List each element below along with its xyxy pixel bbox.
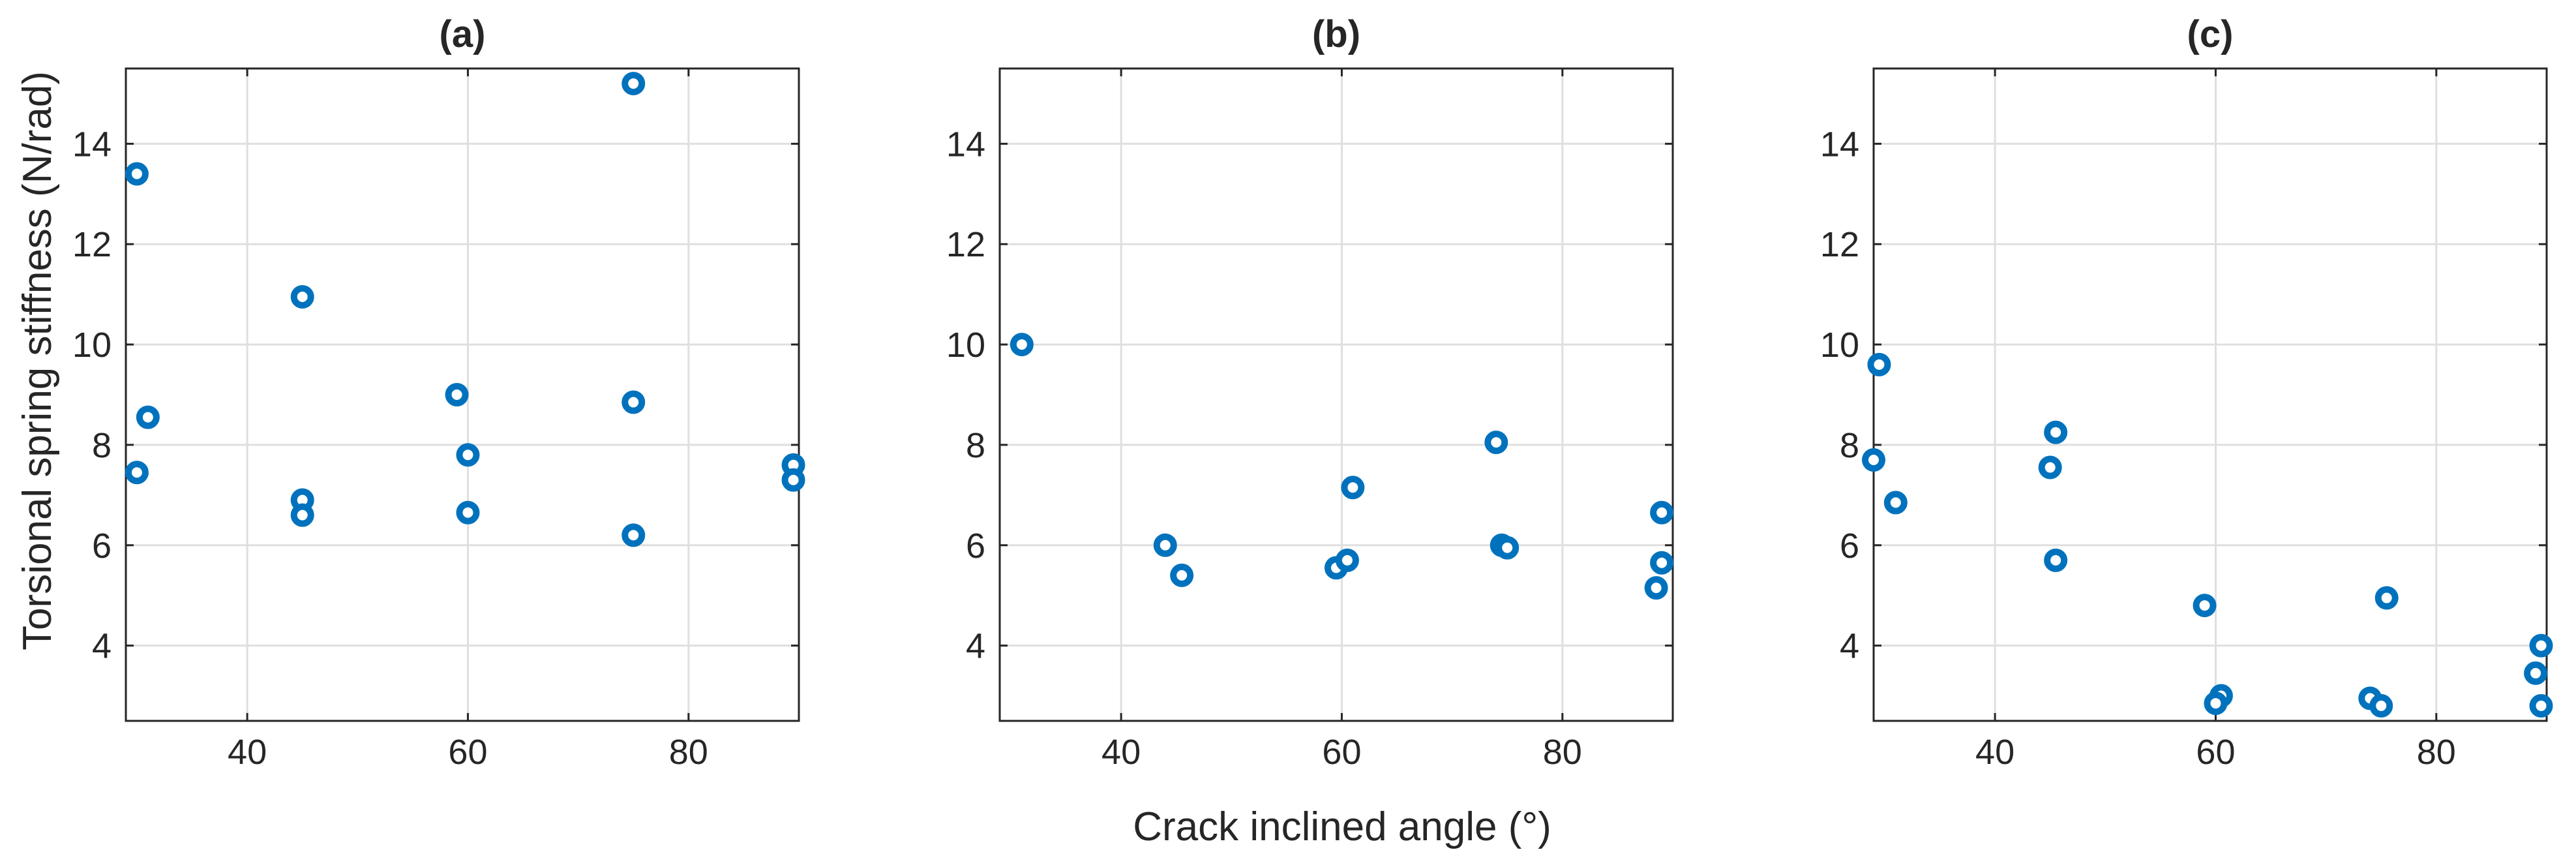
data-point bbox=[2044, 420, 2068, 444]
data-point bbox=[136, 405, 160, 429]
y-axis-label: Torsional spring stiffness (N/rad) bbox=[15, 71, 60, 650]
x-axis-label: Crack inclined angle (°) bbox=[1133, 804, 1551, 849]
data-point bbox=[445, 383, 469, 406]
data-point bbox=[456, 443, 480, 467]
data-point bbox=[2374, 586, 2399, 610]
data-point bbox=[1153, 533, 1177, 557]
data-point bbox=[2369, 693, 2393, 718]
y-tick-label: 12 bbox=[946, 225, 985, 264]
data-point bbox=[781, 468, 805, 492]
panel-3: 40 60 80 4 6 8 10 12 14 (c) bbox=[1820, 13, 2553, 772]
y-tick-label: 8 bbox=[966, 426, 985, 465]
x-tick-label: 60 bbox=[2196, 733, 2235, 772]
data-point bbox=[125, 162, 149, 186]
y-tick-label: 4 bbox=[966, 627, 985, 666]
data-point bbox=[1170, 563, 1194, 587]
panel-title: (c) bbox=[2187, 13, 2234, 55]
x-tick-label: 40 bbox=[228, 733, 267, 772]
data-point bbox=[2044, 548, 2068, 572]
y-tick-label: 6 bbox=[966, 526, 985, 566]
x-tick-label: 80 bbox=[669, 733, 708, 772]
y-tick-label: 4 bbox=[1840, 627, 1859, 666]
data-point bbox=[1862, 448, 1885, 472]
panel-2: 40 60 80 4 6 8 10 12 14 (b) bbox=[946, 13, 1674, 772]
axes-frame bbox=[125, 67, 800, 722]
panel-title: (b) bbox=[1312, 13, 1360, 55]
x-tick-label: 80 bbox=[1543, 733, 1582, 772]
y-tick-label: 6 bbox=[1840, 526, 1859, 566]
data-point bbox=[456, 500, 480, 525]
x-tick-label: 40 bbox=[1101, 733, 1141, 772]
y-tick-label: 12 bbox=[1820, 225, 1859, 264]
data-point bbox=[2038, 455, 2062, 479]
data-point bbox=[1495, 536, 1520, 560]
data-point bbox=[290, 285, 314, 309]
x-tick-label: 60 bbox=[1322, 733, 1361, 772]
y-tick-label: 8 bbox=[1840, 426, 1859, 465]
data-point bbox=[1644, 576, 1668, 600]
y-tick-label: 10 bbox=[72, 326, 112, 365]
x-tick-label: 80 bbox=[2417, 733, 2456, 772]
data-point bbox=[1650, 551, 1674, 575]
data-point bbox=[1335, 548, 1359, 572]
data-point bbox=[1010, 333, 1034, 357]
data-point bbox=[2204, 692, 2228, 716]
data-point bbox=[1341, 476, 1365, 500]
y-tick-label: 10 bbox=[946, 326, 985, 365]
y-tick-label: 10 bbox=[1820, 326, 1859, 365]
x-tick-label: 60 bbox=[448, 733, 487, 772]
data-point bbox=[1883, 491, 1908, 515]
axes-frame bbox=[1872, 67, 2548, 722]
y-tick-label: 14 bbox=[1820, 125, 1859, 164]
y-tick-label: 12 bbox=[72, 225, 112, 264]
data-point bbox=[622, 390, 646, 414]
axes-frame bbox=[998, 67, 1674, 722]
y-tick-label: 8 bbox=[92, 426, 112, 465]
y-tick-label: 6 bbox=[92, 526, 112, 566]
data-point bbox=[622, 523, 646, 547]
y-tick-label: 14 bbox=[946, 125, 985, 164]
data-point bbox=[2524, 661, 2548, 685]
panel-1: 40 60 80 4 6 8 10 12 14 (a) bbox=[72, 13, 805, 772]
plot-area bbox=[998, 67, 1674, 722]
data-point bbox=[125, 461, 149, 485]
data-point bbox=[622, 72, 646, 96]
data-point bbox=[1867, 352, 1891, 376]
data-point bbox=[290, 503, 314, 527]
y-tick-label: 4 bbox=[92, 627, 112, 666]
plot-area bbox=[1872, 67, 2548, 722]
data-point bbox=[1650, 500, 1674, 525]
data-point bbox=[2529, 633, 2553, 658]
data-point bbox=[2193, 594, 2217, 618]
y-tick-label: 14 bbox=[72, 125, 112, 164]
data-point bbox=[1484, 431, 1508, 455]
panel-title: (a) bbox=[440, 13, 486, 55]
x-tick-label: 40 bbox=[1975, 733, 2014, 772]
data-point bbox=[2529, 693, 2553, 718]
